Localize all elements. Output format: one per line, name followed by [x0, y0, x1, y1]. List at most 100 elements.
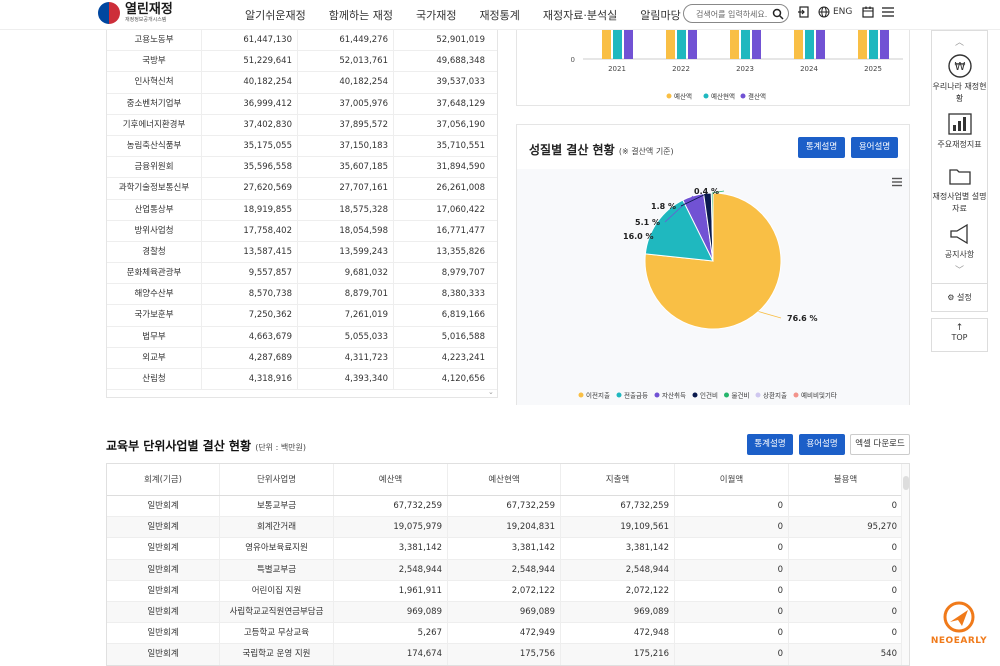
nav-item-finance-stats[interactable]: 재정통계: [479, 9, 520, 22]
amount-cell: 67,732,259: [334, 496, 448, 517]
pie-legend-label[interactable]: 물건비: [732, 391, 750, 400]
side-settings[interactable]: ⚙ 설정: [932, 283, 987, 303]
bar-chart-svg: 0 2021 2022 2023 2024 2025 예산액 예산현액 결산액: [571, 30, 903, 101]
pie-legend-label[interactable]: 전출금등: [624, 391, 648, 400]
pie-legend-label[interactable]: 자산취득: [662, 391, 686, 400]
amount-cell: 13,355,826: [436, 246, 485, 257]
amount-cell: 36,999,412: [202, 93, 298, 114]
side-up-arrow-icon[interactable]: ︿: [954, 38, 964, 48]
amount-cell: 52,013,761: [298, 51, 394, 72]
hamburger-menu-icon[interactable]: [882, 6, 895, 18]
bar-2021-1[interactable]: [613, 30, 622, 59]
amount-cell: 5,016,588: [441, 331, 485, 342]
legend-label[interactable]: 예산현액: [711, 92, 735, 101]
table-scroll-down-icon[interactable]: ⌄: [488, 388, 494, 396]
nav-item-national-finance[interactable]: 국가재정: [415, 9, 457, 22]
amount-cell: 19,204,831: [448, 517, 561, 538]
search-icon[interactable]: [772, 8, 784, 20]
won-coin-icon: ₩: [947, 54, 972, 78]
bar-2023-2[interactable]: [752, 30, 761, 59]
amount-cell: 0: [675, 580, 789, 601]
bar-2022-0[interactable]: [666, 30, 675, 59]
bar-2024-2[interactable]: [816, 30, 825, 59]
pie-terms-button[interactable]: 용어설명: [851, 137, 898, 158]
bar-2022-2[interactable]: [688, 30, 697, 59]
nav-item-easy-finance[interactable]: 알기쉬운재정: [245, 9, 306, 22]
amount-cell: 4,663,679: [202, 326, 298, 347]
amount-cell: 18,054,598: [298, 220, 394, 241]
logo-main-text: 열린재정: [125, 1, 173, 17]
side-item-finance-status[interactable]: ₩ 우리나라 재정현황: [932, 53, 987, 105]
bar-2021-2[interactable]: [624, 30, 633, 59]
bar-2024-0[interactable]: [794, 30, 803, 59]
ministry-row: 해양수산부 8,570,738 8,879,701 8,380,333: [107, 284, 497, 306]
amount-cell: 61,449,276: [298, 30, 394, 51]
column-header[interactable]: 회계(기금): [107, 464, 220, 495]
account-cell: 일반회계: [107, 623, 220, 644]
bar-2025-0[interactable]: [858, 30, 867, 59]
pie-legend-label[interactable]: 상환지출: [763, 391, 787, 400]
ministry-name-cell: 인사혁신처: [107, 72, 202, 93]
amount-cell: 4,318,916: [202, 369, 298, 390]
excel-download-button[interactable]: 엑셀 다운로드: [850, 434, 910, 455]
amount-cell: 37,056,190: [436, 119, 485, 130]
side-down-arrow-icon[interactable]: ﹀: [954, 266, 964, 276]
bar-2025-2[interactable]: [880, 30, 889, 59]
pie-legend-label[interactable]: 인건비: [700, 391, 718, 400]
pie-stats-button[interactable]: 통계설명: [798, 137, 845, 158]
bar-graph-icon: [947, 113, 972, 135]
nav-item-together-finance[interactable]: 함께하는 재정: [328, 9, 393, 22]
table-scrollbar[interactable]: [901, 464, 909, 665]
amount-cell: 3,381,142: [561, 538, 675, 559]
calendar-icon[interactable]: [862, 6, 875, 18]
svg-text:₩: ₩: [954, 60, 965, 73]
bar-2024-1[interactable]: [805, 30, 814, 59]
side-item-project-docs[interactable]: 재정사업별 설명자료: [932, 163, 987, 215]
nav-item-notice[interactable]: 알림마당: [640, 9, 681, 22]
table-row: 일반회계 특별교부금 2,548,944 2,548,944 2,548,944 0 0: [107, 559, 909, 581]
ministry-name-cell: 산림청: [107, 369, 202, 390]
lang-switch[interactable]: ENG: [833, 7, 853, 17]
pie-legend-label[interactable]: 이전지출: [586, 391, 610, 400]
pie-chart-svg: 76.6 % 16.0 % 5.1 % 1.8 % 0.4 % 이전지출 전출금등 자산취득 인…: [578, 187, 837, 400]
arrow-up-icon: ↑: [955, 323, 964, 333]
side-item-key-indicators[interactable]: 주요재정지표: [932, 111, 987, 150]
legend-label[interactable]: 예산액: [674, 92, 692, 101]
bar-2023-0[interactable]: [730, 30, 739, 59]
scroll-top-button[interactable]: ↑ TOP: [931, 318, 988, 352]
chart-menu-icon[interactable]: [891, 177, 903, 187]
section2-terms-button[interactable]: 용어설명: [799, 434, 845, 455]
column-header[interactable]: 지출액: [561, 464, 675, 495]
side-item-notice[interactable]: 공지사항: [932, 221, 987, 260]
globe-icon[interactable]: [818, 6, 830, 18]
logo[interactable]: 열린재정 재정정보공개시스템: [98, 2, 173, 24]
column-header[interactable]: 불용액: [789, 464, 903, 495]
badge-text: NEOEARLY: [930, 636, 988, 646]
column-header[interactable]: 이월액: [675, 464, 789, 495]
amount-cell: 0: [789, 580, 903, 601]
pie-legend-label[interactable]: 예비비및기타: [801, 391, 837, 400]
section2-stats-button[interactable]: 통계설명: [747, 434, 793, 455]
table-header: 회계(기금) 단위사업명 예산액 예산현액 지출액 이월액 불용액: [107, 464, 909, 496]
amount-cell: 61,447,130: [202, 30, 298, 51]
ministry-name-cell: 국가보훈부: [107, 305, 202, 326]
pie-data-label: 0.4 %: [694, 187, 719, 196]
bar-2021-0[interactable]: [602, 30, 611, 59]
amount-cell: 7,250,362: [202, 305, 298, 326]
column-header[interactable]: 예산액: [334, 464, 448, 495]
nav-item-data-analysis[interactable]: 재정자료·분석실: [542, 9, 618, 22]
amount-cell: 5,267: [334, 623, 448, 644]
amount-cell: 51,229,641: [202, 51, 298, 72]
bar-2023-1[interactable]: [741, 30, 750, 59]
amount-cell: 0: [675, 538, 789, 559]
login-icon[interactable]: [798, 6, 810, 18]
account-cell: 일반회계: [107, 580, 220, 601]
scrollbar-thumb[interactable]: [903, 476, 909, 490]
bar-2025-1[interactable]: [869, 30, 878, 59]
gear-icon: ⚙: [947, 293, 955, 302]
column-header[interactable]: 단위사업명: [220, 464, 334, 495]
bar-2022-1[interactable]: [677, 30, 686, 59]
column-header[interactable]: 예산현액: [448, 464, 561, 495]
search-input[interactable]: 검색어를 입력하세요.: [683, 4, 789, 23]
legend-label[interactable]: 결산액: [748, 92, 766, 101]
